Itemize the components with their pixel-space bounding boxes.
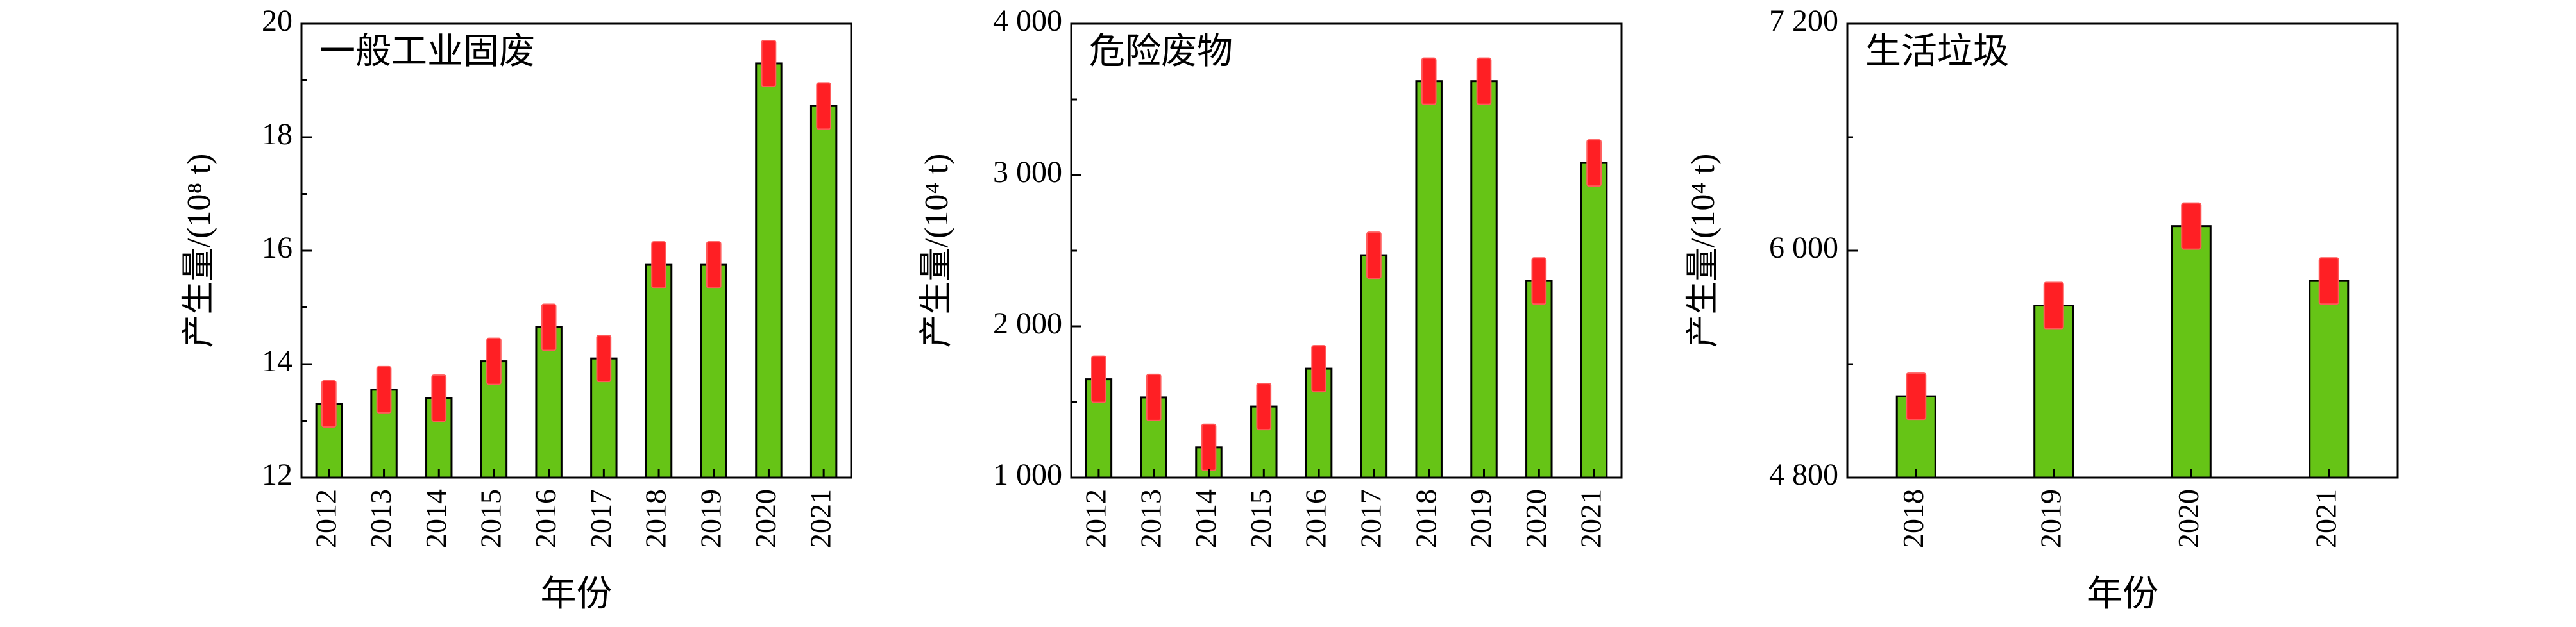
error-marker-2012 [1091, 355, 1106, 403]
y-axis-label: 产生量/(10⁴ t) [919, 154, 955, 348]
x-tick-label: 2020 [1520, 489, 1552, 548]
error-marker-2014 [1201, 423, 1217, 471]
bar-2018 [645, 263, 673, 479]
bar-2020 [755, 62, 783, 479]
y-tick-label: 14 [262, 344, 292, 378]
x-tick-label: 2012 [1079, 489, 1112, 548]
x-tick-label: 2013 [364, 489, 397, 548]
bar-2020 [2171, 225, 2212, 479]
error-marker-2019 [706, 241, 722, 289]
x-tick-label: 2019 [694, 489, 727, 548]
panel-title: 生活垃圾 [1865, 32, 2009, 72]
bar-2021 [809, 104, 838, 479]
y-tick-label: 4 800 [1769, 458, 1838, 492]
error-marker-2021 [2318, 257, 2339, 305]
error-marker-2015 [486, 337, 502, 385]
chart-panel-3: 2018 2019 2020 2021 4 800 6 000 7 200 生活垃圾产生量/(… [1685, 4, 2399, 614]
y-tick-label: 3 000 [993, 155, 1062, 189]
x-tick-label: 2018 [640, 489, 672, 548]
panel-title: 危险废物 [1089, 32, 1233, 72]
error-marker-2018 [651, 241, 666, 289]
x-tick-label: 2014 [419, 489, 452, 548]
error-marker-2021 [1586, 139, 1602, 187]
x-tick-label: 2014 [1189, 489, 1222, 548]
x-tick-label: 2016 [1300, 489, 1332, 548]
x-axis-label: 年份 [2087, 574, 2158, 614]
error-marker-2020 [2181, 202, 2202, 250]
bar-2018 [1415, 80, 1443, 479]
x-tick-label: 2015 [1244, 489, 1277, 548]
bar-2019 [1470, 80, 1498, 479]
chart-panel-1: 2012 2013 2014 2015 2016 2017 2018 2019 2020 2021… [181, 4, 852, 614]
error-marker-2014 [431, 374, 447, 422]
x-tick-label: 2019 [1464, 489, 1497, 548]
error-marker-2015 [1256, 383, 1272, 431]
y-tick-label: 12 [262, 458, 292, 492]
bar-2021 [1580, 162, 1608, 479]
x-tick-label: 2017 [1354, 489, 1387, 548]
x-tick-label: 2019 [2034, 489, 2067, 548]
error-marker-2017 [596, 335, 612, 383]
y-tick-label: 7 200 [1769, 4, 1838, 38]
y-tick-label: 18 [262, 117, 292, 151]
x-tick-label: 2018 [1897, 489, 1929, 548]
error-marker-2016 [1311, 345, 1326, 393]
y-axis-label: 产生量/(10⁸ t) [181, 154, 217, 348]
error-marker-2020 [761, 39, 777, 87]
bar-2020 [1525, 280, 1553, 479]
x-tick-label: 2016 [529, 489, 562, 548]
x-axis-label: 年份 [541, 574, 613, 614]
x-tick-label: 2017 [584, 489, 617, 548]
y-tick-label: 1 000 [993, 458, 1062, 492]
error-marker-2013 [1146, 373, 1162, 421]
x-tick-label: 2012 [309, 489, 342, 548]
x-tick-label: 2018 [1409, 489, 1442, 548]
x-tick-label: 2020 [749, 489, 782, 548]
chart-panel-2: 2012 2013 2014 2015 2016 2017 2018 2019 2020 2021… [919, 4, 1623, 548]
error-marker-2012 [321, 380, 337, 428]
y-tick-label: 20 [262, 4, 292, 38]
y-tick-label: 6 000 [1769, 231, 1838, 265]
bar-2021 [2309, 280, 2350, 479]
y-axis-label: 产生量/(10⁴ t) [1685, 154, 1722, 348]
error-marker-2018 [1421, 57, 1437, 105]
error-marker-2013 [376, 365, 392, 414]
error-marker-2018 [1906, 372, 1927, 421]
x-tick-label: 2021 [804, 489, 837, 548]
bar-2016 [535, 326, 563, 479]
error-marker-2017 [1366, 231, 1382, 280]
y-tick-label: 4 000 [993, 4, 1062, 38]
error-marker-2019 [2043, 281, 2064, 330]
error-marker-2016 [541, 303, 557, 351]
bar-2019 [2033, 305, 2074, 479]
panel-title: 一般工业固废 [319, 32, 535, 72]
x-tick-label: 2020 [2172, 489, 2205, 548]
error-marker-2021 [816, 82, 831, 130]
x-tick-label: 2015 [475, 489, 507, 548]
error-marker-2020 [1531, 257, 1547, 305]
x-tick-label: 2021 [2309, 489, 2342, 548]
error-marker-2019 [1476, 57, 1492, 105]
x-tick-label: 2021 [1575, 489, 1607, 548]
y-tick-label: 16 [262, 231, 292, 265]
bar-2019 [700, 263, 727, 479]
x-tick-label: 2013 [1134, 489, 1167, 548]
y-tick-label: 2 000 [993, 306, 1062, 340]
bar-2017 [1360, 254, 1388, 479]
